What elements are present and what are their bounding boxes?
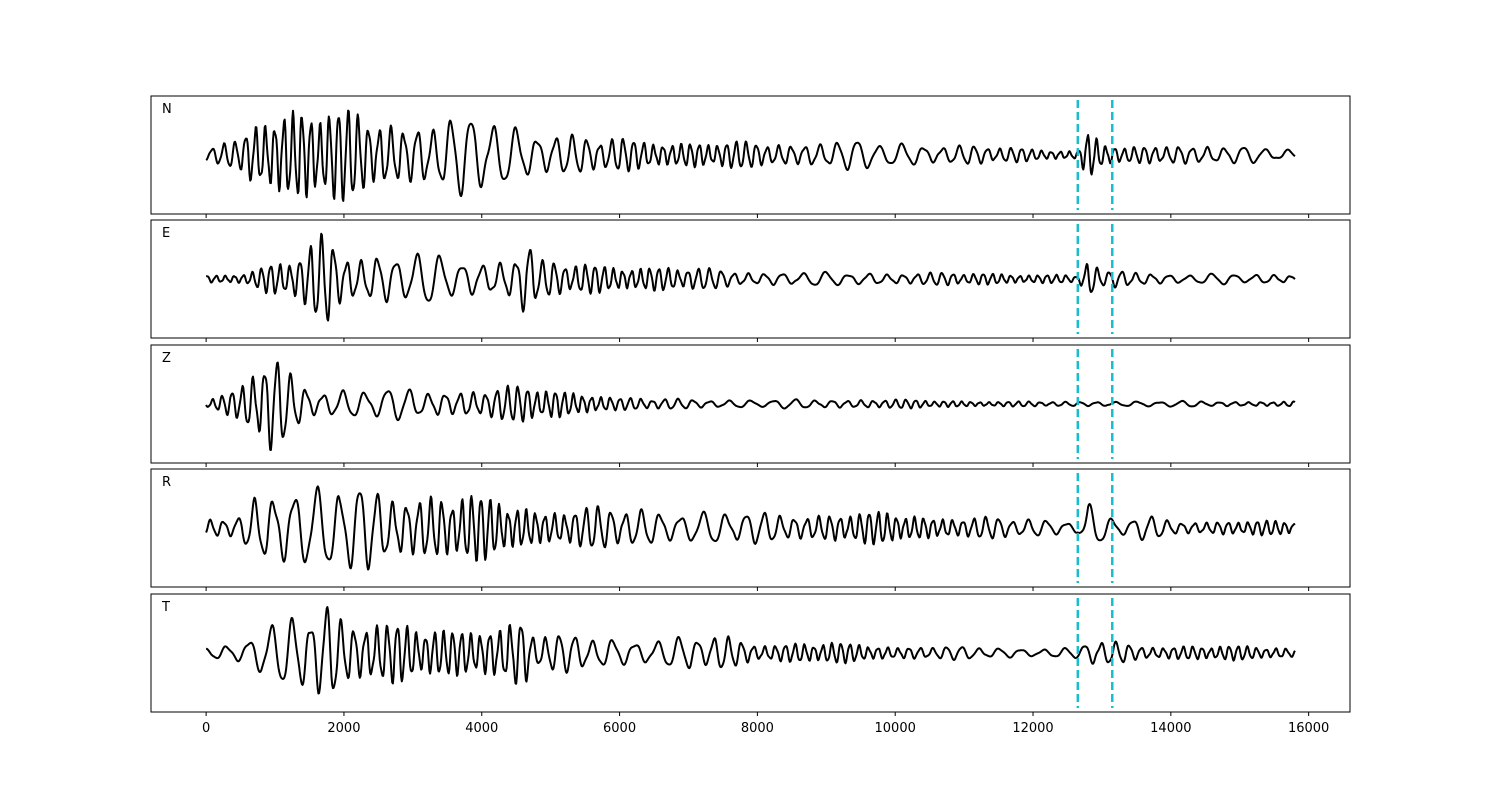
x-tick-label: 6000 bbox=[603, 721, 636, 736]
panel-n: N bbox=[150, 95, 1351, 218]
panel-frame bbox=[150, 593, 1351, 713]
panel-t: T bbox=[150, 593, 1351, 716]
waveform-n bbox=[205, 109, 1296, 202]
x-tick-label: 16000 bbox=[1288, 721, 1329, 736]
waveform-r bbox=[205, 485, 1296, 571]
x-axis: 0 2000 4000 6000 8000 10000 12000 14000 16000 bbox=[202, 721, 1329, 736]
panel-frame bbox=[150, 344, 1351, 464]
panel-label: T bbox=[161, 600, 170, 615]
x-tick-label: 12000 bbox=[1012, 721, 1053, 736]
panel-label: R bbox=[162, 475, 171, 490]
x-tick-label: 4000 bbox=[465, 721, 498, 736]
waveform-z bbox=[205, 361, 1296, 451]
panel-frame bbox=[150, 219, 1351, 339]
x-tick-label: 10000 bbox=[875, 721, 916, 736]
waveform-t bbox=[205, 606, 1296, 695]
panel-z: Z bbox=[150, 344, 1351, 467]
panel-e: E bbox=[150, 219, 1351, 342]
panels-layer: N E Z R T bbox=[150, 95, 1351, 716]
x-tick-label: 8000 bbox=[741, 721, 774, 736]
panel-r: R bbox=[150, 468, 1351, 591]
panel-label: Z bbox=[162, 351, 171, 366]
panel-label: N bbox=[162, 102, 172, 117]
panel-frame bbox=[150, 468, 1351, 588]
waveform-e bbox=[205, 232, 1296, 322]
x-tick-label: 14000 bbox=[1150, 721, 1191, 736]
panel-frame bbox=[150, 95, 1351, 215]
x-tick-label: 2000 bbox=[327, 721, 360, 736]
panel-label: E bbox=[162, 226, 170, 241]
x-tick-label: 0 bbox=[202, 721, 210, 736]
